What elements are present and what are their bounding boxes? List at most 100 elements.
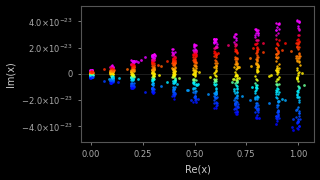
Point [274,56,279,59]
Point [90,72,95,75]
Point [212,46,217,49]
Point [295,118,300,121]
Point [206,92,211,95]
Point [194,89,199,92]
Point [294,122,299,124]
Point [171,62,176,65]
Point [212,39,217,42]
Point [88,74,93,76]
Point [232,88,237,91]
Point [273,96,278,98]
Point [212,106,217,109]
Point [109,74,114,77]
Point [275,26,280,28]
Point [110,71,115,74]
Point [194,100,199,103]
Point [131,70,136,73]
Point [213,95,218,98]
Point [273,80,278,83]
Point [296,100,301,103]
Point [173,77,178,80]
Point [90,76,95,79]
Point [151,53,156,56]
Point [273,55,278,58]
Point [151,68,156,71]
Point [253,117,258,120]
Point [87,73,92,76]
Point [108,82,114,84]
Point [297,46,302,48]
Point [273,123,278,125]
Point [212,58,217,61]
Point [88,74,93,77]
Point [111,66,116,69]
Point [235,105,240,107]
Point [294,89,299,92]
Point [191,56,196,59]
Point [129,84,134,86]
Point [275,84,280,87]
Point [109,80,114,83]
Point [88,74,93,76]
Point [255,63,260,66]
Point [212,74,218,77]
Point [89,70,94,73]
Point [275,114,280,117]
Point [233,60,238,63]
Point [214,42,219,45]
Point [111,70,116,73]
Point [193,56,198,58]
Point [294,96,299,99]
Point [296,109,301,112]
Point [294,115,299,118]
Point [273,22,278,25]
Point [194,54,199,57]
Point [192,87,197,89]
Point [253,97,258,100]
Point [192,43,197,46]
Point [192,65,197,68]
X-axis label: Re(x): Re(x) [185,165,211,174]
Point [176,76,181,79]
Point [274,104,279,107]
Point [211,83,216,86]
Point [151,64,156,67]
Point [233,62,238,65]
Point [274,78,279,81]
Point [275,100,280,103]
Point [275,78,280,80]
Point [171,82,176,85]
Point [129,62,134,65]
Point [108,65,113,68]
Point [88,72,93,75]
Point [276,63,281,66]
Point [108,69,113,72]
Point [110,75,115,77]
Point [152,90,157,93]
Point [274,64,279,67]
Point [234,106,239,109]
Point [89,75,94,78]
Point [192,48,197,51]
Point [275,93,280,96]
Point [109,69,115,72]
Point [88,71,93,73]
Point [192,89,197,92]
Point [232,102,237,105]
Point [150,62,155,65]
Point [170,63,175,66]
Point [172,63,177,66]
Point [254,69,260,72]
Point [294,92,300,95]
Point [295,121,300,124]
Point [294,77,300,80]
Point [131,68,136,71]
Point [109,78,115,81]
Point [196,82,201,85]
Point [279,97,284,100]
Point [128,76,133,78]
Point [295,44,300,47]
Point [232,56,237,59]
Point [173,86,178,89]
Point [232,44,237,47]
